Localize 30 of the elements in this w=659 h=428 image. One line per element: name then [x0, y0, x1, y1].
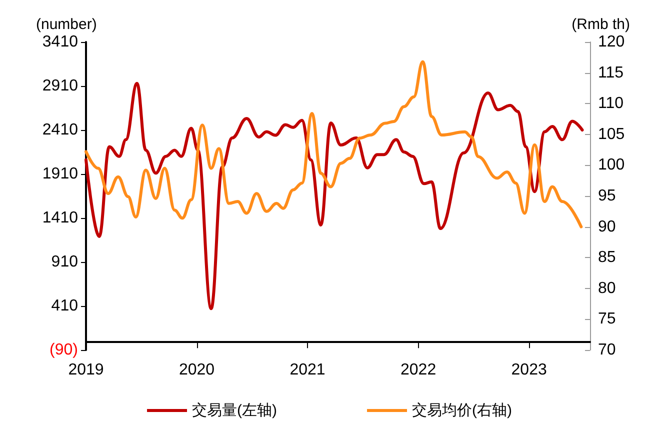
- y-axis-title: (number): [36, 16, 97, 33]
- x-tick-label: 2021: [290, 362, 326, 378]
- y2-tick-label: 110: [598, 95, 624, 112]
- x-tick-label: 2023: [511, 362, 547, 378]
- y-tick-label: 2910: [42, 78, 78, 94]
- y-tick-label: 3410: [42, 34, 78, 50]
- y2-tick-label: 105: [598, 126, 625, 143]
- y-tick-label: 910: [51, 254, 78, 270]
- y-tick-label: 1910: [42, 166, 78, 182]
- y-tick-label: 1410: [42, 210, 78, 226]
- x-tick-label: 2020: [178, 362, 215, 378]
- x-tick-label: 2019: [68, 362, 104, 378]
- y2-tick-label: 100: [598, 156, 625, 174]
- y-tick-label: 2410: [42, 122, 78, 138]
- y2-tick-label: 115: [598, 64, 624, 82]
- legend-label: 交易均价(右轴): [412, 402, 512, 419]
- y2-tick-label: 90: [598, 218, 616, 236]
- y2-tick-label: 85: [598, 249, 616, 266]
- line-series: [84, 60, 583, 228]
- x-tick-label: 2022: [400, 362, 436, 378]
- y2-tick-label: 75: [598, 310, 616, 328]
- y2-axis-title: (Rmb th): [572, 16, 630, 33]
- legend-label: 交易量(左轴): [192, 402, 278, 419]
- y2-tick-label: 95: [598, 188, 616, 204]
- y2-tick-label: 80: [598, 280, 616, 297]
- y2-tick-label: 120: [598, 34, 625, 50]
- y-tick-label: 410: [51, 298, 78, 314]
- y2-tick-label: 70: [598, 342, 616, 358]
- y-tick-label: (90): [50, 342, 78, 358]
- line-series: [84, 82, 584, 310]
